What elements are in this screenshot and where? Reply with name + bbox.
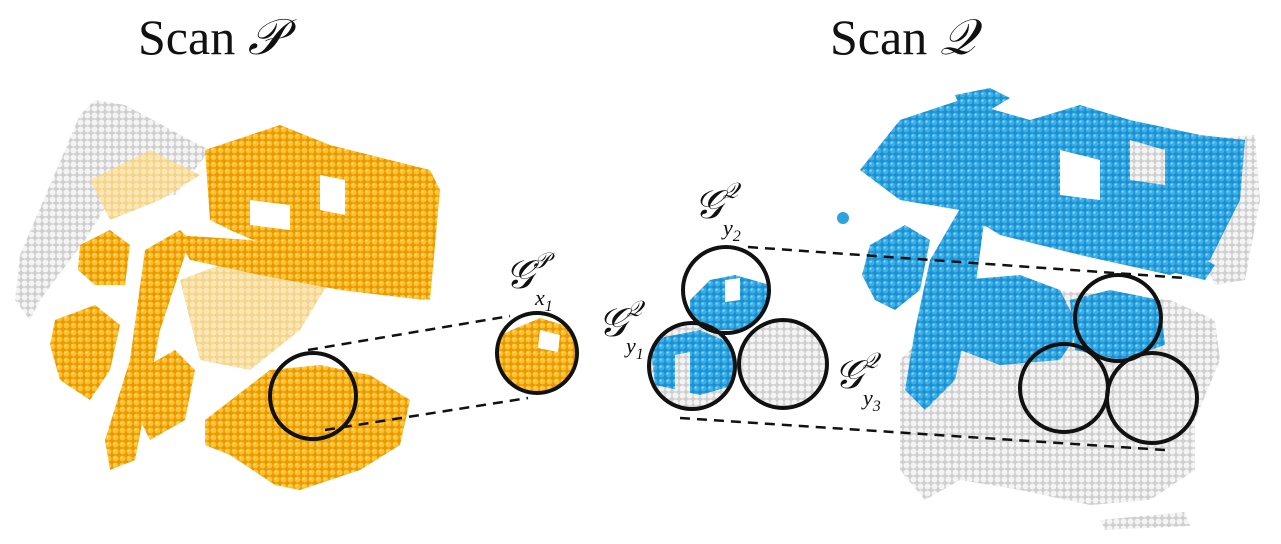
patch-x1 bbox=[497, 313, 577, 393]
label-gy2-sub: y bbox=[721, 215, 733, 240]
scan-q-point-cloud bbox=[837, 88, 1260, 530]
correspondence-lines bbox=[307, 245, 1186, 452]
scan-p-shelf bbox=[205, 125, 440, 300]
scan-p-light-region bbox=[90, 150, 200, 220]
circle-scan-q-top bbox=[1073, 273, 1163, 363]
scan-q-blue-floor-2 bbox=[1070, 290, 1165, 360]
scan-p-wall-top bbox=[175, 235, 425, 300]
patch-y3 bbox=[739, 320, 827, 408]
dash-line-y2-top bbox=[747, 245, 1186, 280]
patch-circles bbox=[268, 245, 1199, 445]
label-gx1-subsub: 1 bbox=[545, 298, 553, 315]
label-gy3: 𝒢𝒬 y3 bbox=[834, 348, 881, 415]
scan-p-left-blob bbox=[78, 230, 130, 285]
scan-q-wall-top bbox=[965, 200, 1215, 280]
patch-y2 bbox=[683, 247, 769, 333]
circle-scan-q-right bbox=[1105, 351, 1199, 445]
label-gy2: 𝒢𝒬 y2 bbox=[694, 178, 741, 245]
label-gx1: 𝒢𝒫 x1 bbox=[505, 248, 555, 315]
scan-q-white-bottom bbox=[1100, 512, 1190, 530]
dash-line-x1-top bbox=[307, 314, 511, 352]
patch-y1 bbox=[649, 323, 735, 409]
scan-q-wall bbox=[905, 200, 985, 410]
scan-p-floor bbox=[135, 350, 195, 440]
scan-p-white-region bbox=[15, 100, 210, 320]
label-gx1-sub: x bbox=[534, 285, 545, 310]
scan-q-blue-floor bbox=[960, 275, 1080, 365]
circle-gy3 bbox=[737, 318, 829, 410]
scan-p-title: Scan 𝒫 bbox=[138, 12, 284, 62]
scan-q-hole bbox=[1060, 150, 1100, 200]
scan-p-floor-2 bbox=[205, 365, 410, 490]
scan-p-title-word: Scan bbox=[138, 9, 236, 65]
scan-q-stray-point bbox=[837, 212, 849, 224]
dash-line-y1-bottom bbox=[679, 416, 1166, 452]
label-gy3-sup: 𝒬 bbox=[862, 348, 881, 373]
circle-gy1 bbox=[647, 321, 737, 411]
circle-gy2 bbox=[681, 245, 771, 335]
label-gx1-sup: 𝒫 bbox=[533, 248, 555, 273]
scan-q-hole-2 bbox=[1130, 140, 1165, 185]
scan-p-left-blob-2 bbox=[50, 305, 120, 400]
scan-q-title-symbol: 𝒬 bbox=[939, 8, 976, 66]
label-gy3-subsub: 3 bbox=[872, 398, 881, 415]
scan-p-title-symbol: 𝒫 bbox=[247, 8, 284, 66]
label-gy1-sup: 𝒬 bbox=[626, 296, 645, 321]
circle-scan-p bbox=[268, 351, 358, 441]
scan-p-point-cloud bbox=[15, 100, 440, 490]
scan-p-shelf-hole bbox=[320, 175, 345, 215]
scan-q-title: Scan 𝒬 bbox=[830, 12, 976, 62]
label-gy2-sup: 𝒬 bbox=[722, 178, 741, 203]
label-gy2-subsub: 2 bbox=[733, 228, 741, 245]
label-gy1-sub: y bbox=[624, 333, 636, 358]
scan-q-left-blob bbox=[862, 225, 930, 310]
scan-p-wall bbox=[105, 230, 190, 470]
dash-line-x1-bottom bbox=[324, 396, 529, 432]
label-gy1-subsub: 1 bbox=[636, 346, 644, 363]
scan-q-title-word: Scan bbox=[830, 9, 928, 65]
scan-q-stray-cluster bbox=[955, 88, 1010, 110]
label-gy3-sub: y bbox=[861, 385, 873, 410]
circle-gx1 bbox=[495, 311, 579, 395]
label-gy1: 𝒢𝒬 y1 bbox=[598, 296, 645, 363]
scan-p-shelf-hole-2 bbox=[250, 200, 290, 230]
